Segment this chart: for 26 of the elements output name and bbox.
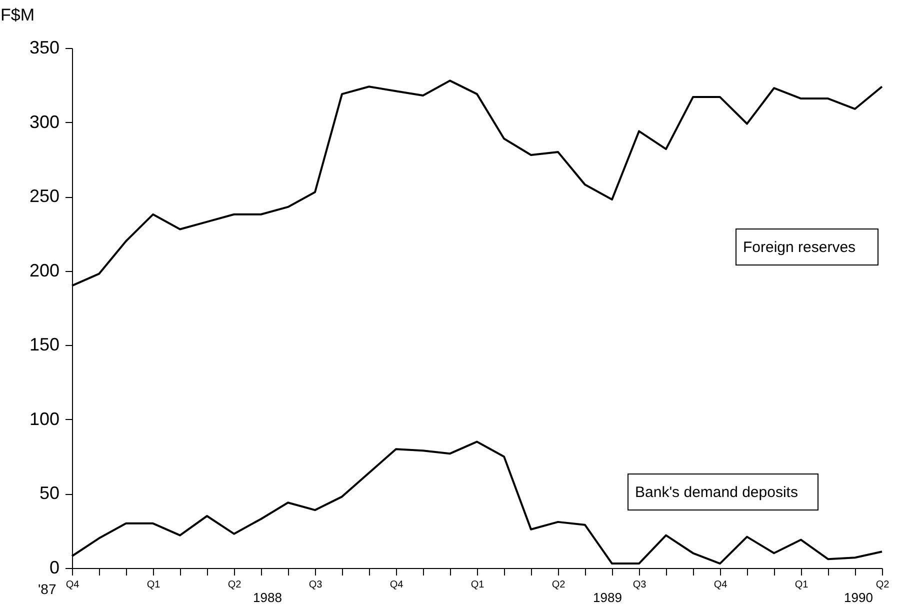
- y-tick-label: 300: [29, 112, 60, 132]
- y-tick-label: 200: [29, 260, 60, 280]
- x-tick-label: Q4: [714, 580, 728, 590]
- x-tick-label: Q4: [66, 580, 80, 590]
- x-tick-label: Q1: [146, 580, 161, 590]
- y-tick-label: 50: [39, 483, 60, 504]
- text: 1990: [844, 590, 873, 605]
- text: 1989: [593, 590, 622, 605]
- x-tick-label: Q2: [228, 580, 242, 590]
- y-tick-label: 150: [29, 334, 60, 355]
- y-tick-label: 350: [29, 38, 60, 58]
- x-tick-label: Q1: [470, 580, 485, 590]
- x-tick-label: Q2: [552, 580, 566, 590]
- x-tick-label: Q3: [632, 580, 647, 590]
- x-tick-label: Q4: [390, 580, 404, 590]
- y-axis-title: F$M: [0, 6, 34, 24]
- y-tick-label: 0: [49, 558, 60, 578]
- text: Bank's demand deposits: [635, 484, 798, 501]
- x-tick-label: Q1: [794, 580, 809, 590]
- x-tick-label: Q2: [876, 580, 890, 590]
- y-tick-label: 250: [29, 186, 60, 206]
- text: Foreign reserves: [743, 239, 856, 256]
- y-tick-label: 100: [29, 408, 60, 429]
- x-tick-label: Q3: [308, 580, 323, 590]
- text: 1988: [253, 590, 282, 605]
- text: '87: [38, 581, 56, 597]
